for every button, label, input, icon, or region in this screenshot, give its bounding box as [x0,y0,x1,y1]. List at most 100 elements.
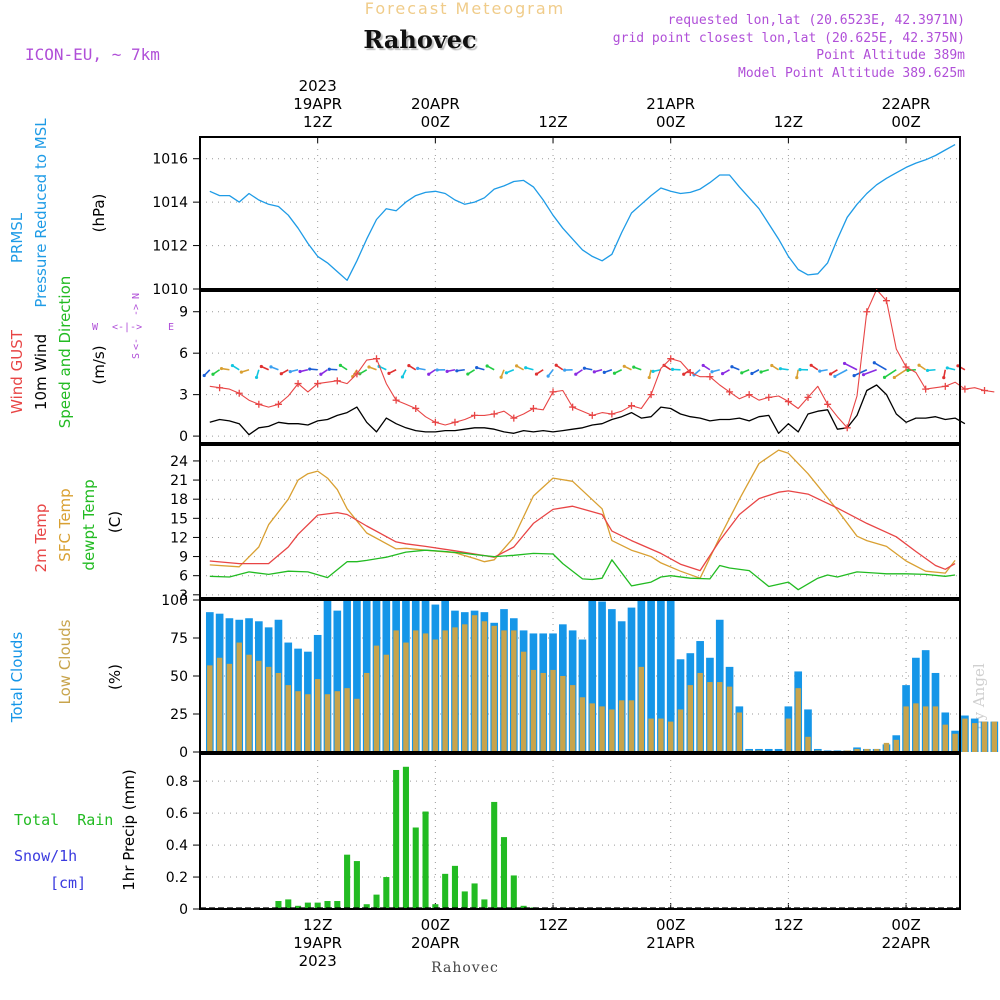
compass-bar: <-|-> [112,322,142,333]
low-cloud-bar [618,700,625,752]
low-cloud-bar [687,685,694,752]
time-label: 22APR [882,95,931,113]
time-label: 2023 [299,952,337,970]
panel-border [199,599,961,753]
low-cloud-bar [962,718,968,752]
time-label: 22APR [882,934,931,952]
wind-arrow-head [367,365,371,369]
wind-arrow-head [842,361,847,366]
rain-bar [393,769,400,909]
low-cloud-bar [805,736,811,752]
wind-arrow-head [956,364,960,368]
wind-arrow-head [759,370,763,374]
y-tick-label: 15 [170,511,188,527]
wind-arrow-head [499,375,503,379]
time-label: 12Z [303,113,332,131]
total-cloud-bar [676,659,685,752]
compass-west: W [92,322,99,333]
total-cloud-bar [617,621,626,752]
low-cloud-bar [344,688,350,752]
wind-arrow-head [720,372,725,376]
gust-marker [941,382,949,390]
low-cloud-bar [520,651,527,752]
rain-label: Total Rain [14,811,113,829]
wind-direction-arrow [873,362,887,371]
wind-speed-line [209,384,966,436]
total-cloud-bar [657,600,665,752]
requested-coords: requested lon,lat (20.6523E, 42.3971N) [668,13,965,28]
wind-arrow-head [632,365,636,369]
rain-bar [402,766,409,909]
gust-marker [569,403,577,411]
total-cloud-bar [588,600,597,752]
y-tick-label: 0 [179,902,188,918]
wind-arrow-head [327,367,331,371]
y-tick-label: 75 [170,631,188,647]
low-cloud-bar [334,691,340,752]
wind-arrow-head [546,374,550,378]
low-cloud-bar [717,682,723,752]
wind-arrow-head [852,374,856,378]
panel-border [199,444,961,599]
wind-arrow-head [202,373,206,378]
gust-marker [510,414,518,422]
low-cloud-bar [609,709,615,752]
low-cloud-bar [579,697,586,752]
gust-marker [667,355,675,363]
low-cloud-bar [677,709,684,752]
rain-bar [471,883,478,909]
gust-marker [706,373,714,381]
low-cloud-bar [942,724,948,752]
low-cloud-bar [501,630,507,752]
gust-marker [922,385,930,393]
wind-arrow-head [730,365,734,369]
low-cloud-bar [658,718,664,752]
panel-border [199,753,961,910]
compass-arrow-up: -> [131,304,142,316]
y-tick-label: 18 [170,492,188,508]
wind-arrow-head [892,375,896,380]
wind-arrow-head [515,364,519,368]
wind-arrow-head [435,368,439,372]
total-clouds-label: Total Clouds [8,632,26,724]
low-cloud-bar [511,630,517,752]
wind-arrow-head [308,367,312,371]
watermark: by Angel [970,663,988,730]
footer-station: Rahovec [431,960,499,976]
wind-arrow-head [427,372,431,376]
total-cloud-bar [764,748,773,752]
wind-direction-arrow [853,369,868,377]
gust-marker [333,377,341,385]
low-cloud-bar [207,665,213,752]
low-cloud-bar [491,625,497,752]
wind-arrow-head [288,370,292,374]
gust-marker [216,384,224,392]
wind-arrow-head [882,375,887,380]
low-cloud-bar [442,630,448,752]
low-cloud-bar [991,721,998,752]
gust-marker [902,363,910,371]
low-cloud-bar [854,748,860,752]
compass-arrow-down: <- [131,338,142,350]
low-cloud-bar [795,688,801,752]
compass-north: N [131,293,142,299]
gust-marker [412,404,420,412]
gust-marker [745,391,753,399]
wind-arrow-head [833,374,837,378]
gust-marker [843,424,851,432]
wind-arrow-head [475,365,479,370]
wind-direction-arrow [884,369,897,379]
wind-arrow-head [770,363,774,368]
low-clouds-label: Low Clouds [56,619,74,704]
y-tick-label: 3 [179,388,188,404]
gust-marker [373,355,381,363]
low-cloud-bar [922,706,929,752]
total-cloud-bar [804,709,812,752]
low-cloud-bar [873,748,880,752]
time-label: 21APR [646,934,695,952]
gust-marker [294,380,302,388]
t2m-line [209,490,956,572]
compass-rose: N -> W <-|-> E <- S [92,293,174,359]
